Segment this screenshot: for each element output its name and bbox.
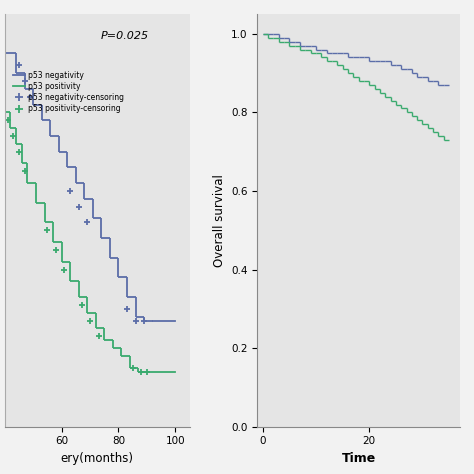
Y-axis label: Overall survival: Overall survival bbox=[212, 174, 226, 267]
X-axis label: Time: Time bbox=[341, 452, 376, 465]
Text: P=0.025: P=0.025 bbox=[101, 31, 149, 41]
Legend: p53 negativity, p53 positivity, p53 negativity-censoring, p53 positivity-censori: p53 negativity, p53 positivity, p53 nega… bbox=[10, 67, 127, 117]
X-axis label: ery(months): ery(months) bbox=[61, 452, 134, 465]
